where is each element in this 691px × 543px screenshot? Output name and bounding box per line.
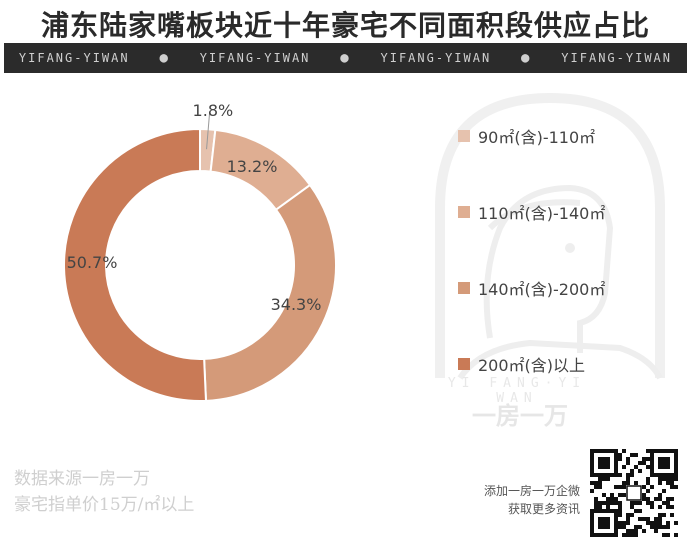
source-note: 数据来源一房一万 [14, 469, 150, 489]
watermark-brand: 一房一万 [472, 402, 568, 430]
banner-text: YIFANG-YIWAN [199, 51, 311, 65]
donut-chart: 1.8% 13.2% 34.3% 50.7% [63, 101, 337, 402]
slice-data-label: 50.7% [67, 253, 118, 272]
label-leader-line [206, 113, 211, 150]
definition-note: 豪宅指单价15万/㎡以上 [14, 495, 195, 515]
slice-data-label: 1.8% [193, 101, 234, 120]
banner-text: YIFANG-YIWAN [380, 51, 492, 65]
banner-text: YIFANG-YIWAN [561, 51, 672, 65]
qr-caption-line2: 获取更多资讯 [507, 502, 580, 516]
banner-text: YIFANG-YIWAN [18, 51, 130, 65]
legend-item: 90㎡(含)-110㎡ [458, 124, 595, 148]
legend-label: 110㎡(含)-140㎡ [478, 204, 606, 223]
qr-caption-line1: 添加一房一万企微 [483, 484, 580, 498]
legend-swatch [458, 358, 470, 370]
watermark-text: YI FANG·YI WAN [447, 376, 587, 406]
legend-label: 140㎡(含)-200㎡ [478, 280, 606, 299]
chart-title: 浦东陆家嘴板块近十年豪宅不同面积段供应占比 [40, 9, 650, 42]
legend-item: 110㎡(含)-140㎡ [458, 200, 605, 224]
donut-slice [203, 183, 337, 402]
qr-code-icon[interactable] [590, 449, 678, 537]
legend-label: 90㎡(含)-110㎡ [478, 128, 596, 147]
legend-item: 140㎡(含)-200㎡ [458, 276, 605, 300]
brand-banner: YIFANG-YIWAN ● YIFANG-YIWAN ● YIFANG-YIW… [4, 43, 687, 73]
banner-dot: ● [340, 50, 351, 66]
banner-dot: ● [521, 50, 532, 66]
slice-data-label: 13.2% [227, 157, 278, 176]
legend-item: 200㎡(含)以上 [458, 352, 585, 376]
watermark-figure-icon [435, 92, 665, 380]
banner-dot: ● [159, 50, 170, 66]
slice-data-label: 34.3% [271, 295, 322, 314]
legend-swatch [458, 282, 470, 294]
legend-swatch [458, 206, 470, 218]
donut-slice [63, 127, 208, 402]
legend-label: 200㎡(含)以上 [478, 356, 586, 375]
legend-swatch [458, 130, 470, 142]
